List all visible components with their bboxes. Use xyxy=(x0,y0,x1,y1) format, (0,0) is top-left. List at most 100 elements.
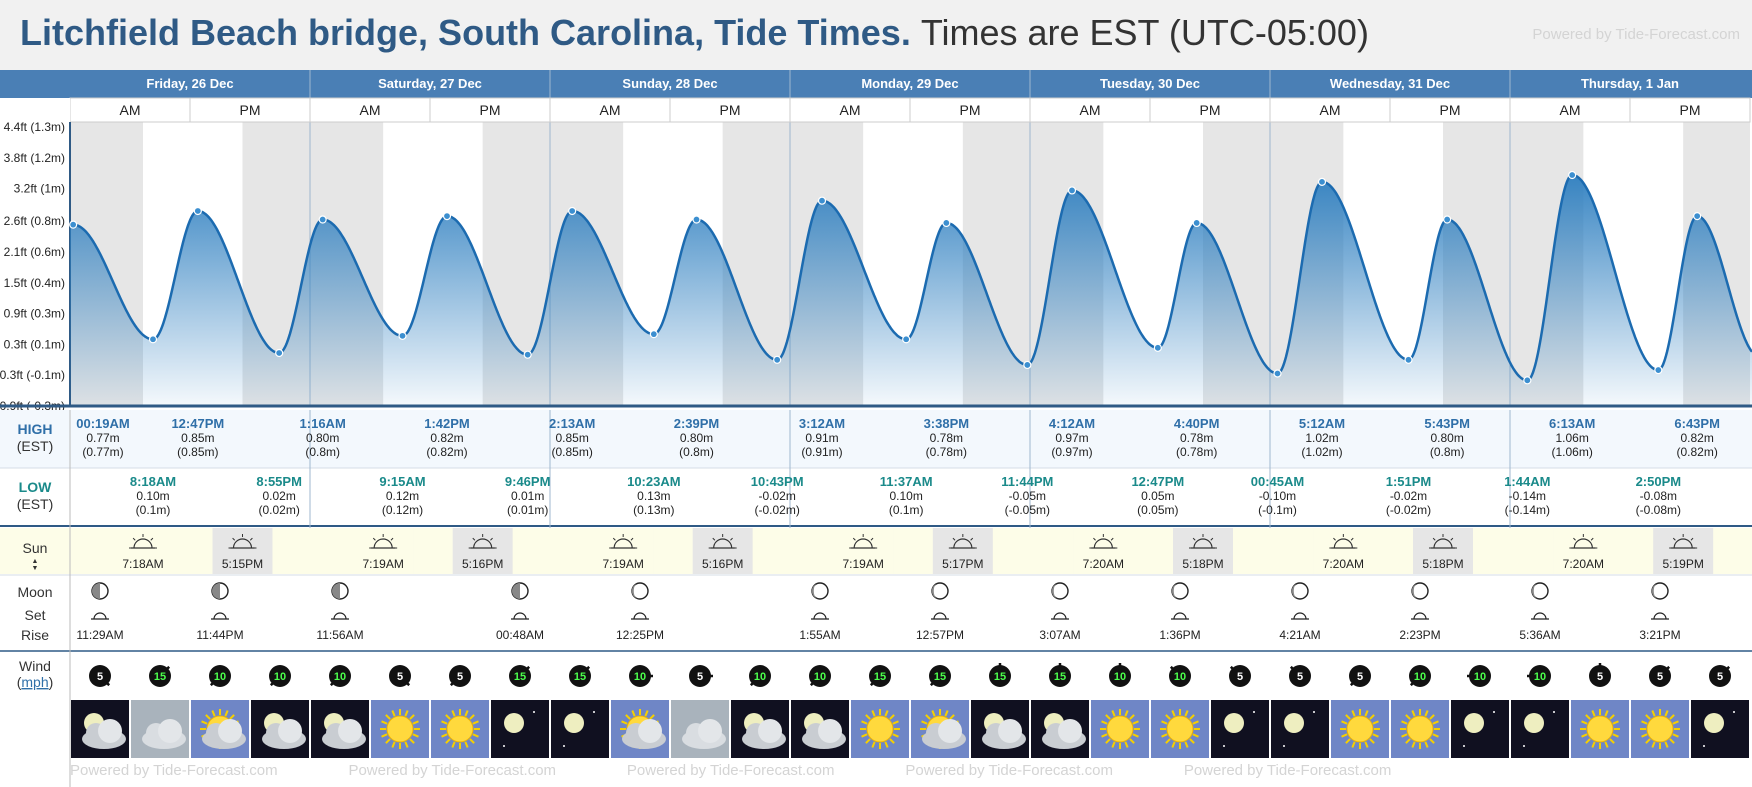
high-tide-time: 00:19AM xyxy=(76,416,129,431)
pm-label: PM xyxy=(1440,102,1461,118)
sun-icon xyxy=(1391,700,1449,758)
high-tide-height-alt: (0.82m) xyxy=(426,445,467,459)
low-tide-point xyxy=(1404,355,1413,364)
sunset-time: 5:16PM xyxy=(702,557,743,571)
day-header-label: Tuesday, 30 Dec xyxy=(1100,76,1200,91)
sunset-icon xyxy=(468,534,497,549)
pm-cell xyxy=(669,97,791,123)
high-tide-point xyxy=(1192,218,1201,228)
am-cell xyxy=(69,97,191,123)
wind-arrow-icon xyxy=(1169,665,1191,687)
cloudy-icon xyxy=(131,700,189,758)
high-tide-point xyxy=(193,206,202,216)
powered-by-watermark-bottom: Powered by Tide-Forecast.com Powered by … xyxy=(70,762,1392,779)
high-tide-height: 0.82m xyxy=(430,431,463,445)
title-bar: Litchfield Beach bridge, South Carolina,… xyxy=(0,0,1752,70)
y-tick-label: 0.3ft (0.1m) xyxy=(4,337,65,351)
wind-unit-link[interactable]: mph xyxy=(21,674,48,690)
high-tide-height: 0.91m xyxy=(805,431,838,445)
high-tide-time: 6:43PM xyxy=(1674,416,1720,431)
day-header-label: Thursday, 1 Jan xyxy=(1581,76,1679,91)
am-label: AM xyxy=(360,102,381,118)
low-tide-height: 0.13m xyxy=(637,489,670,503)
high-tide-point xyxy=(1317,177,1327,186)
low-tide-height-alt: (0.1m) xyxy=(889,503,924,517)
low-tide-time: 9:46PM xyxy=(505,474,551,489)
low-tide-time: 1:44AM xyxy=(1504,474,1550,489)
sort-down-icon: ▼ xyxy=(32,565,39,572)
low-tide-height: 0.12m xyxy=(386,489,419,503)
high-tide-height: 0.80m xyxy=(1430,431,1463,445)
wind-arrow-icon xyxy=(1467,665,1491,687)
y-tick-label: 4.4ft (1.3m) xyxy=(4,120,65,134)
wind-speed: 10 xyxy=(274,671,286,683)
low-tide-point xyxy=(1153,343,1162,352)
sun-icon xyxy=(1631,700,1689,758)
wind-arrow-icon xyxy=(1709,665,1731,687)
am-cell xyxy=(549,97,671,123)
wind-speed: 15 xyxy=(1054,671,1066,683)
moonset-icon xyxy=(811,612,829,620)
wind-speed: 15 xyxy=(574,671,586,683)
wind-arrow-icon xyxy=(629,665,653,687)
wind-arrow-icon xyxy=(149,665,171,687)
moon-phase-icon xyxy=(811,582,829,600)
y-tick-label: 1.5ft (0.4m) xyxy=(4,276,65,290)
high-tide-time: 4:12AM xyxy=(1049,416,1095,431)
low-tide-time: 2:50PM xyxy=(1636,474,1682,489)
low-tide-time: 11:44PM xyxy=(1001,474,1053,489)
wind-speed: 10 xyxy=(1474,671,1486,683)
moon-phase-icon xyxy=(1651,582,1669,600)
sunrise-time: 7:19AM xyxy=(602,557,643,571)
sunset-time: 5:19PM xyxy=(1662,557,1703,571)
wind-arrow-icon xyxy=(269,665,291,687)
high-tide-height-alt: (0.91m) xyxy=(801,445,842,459)
y-axis-panel xyxy=(0,122,70,406)
wind-arrow-icon xyxy=(1649,665,1671,687)
low-row-bg xyxy=(0,468,1752,526)
low-tide-time: 00:45AM xyxy=(1251,474,1304,489)
low-tide-height: 0.05m xyxy=(1141,489,1174,503)
y-tick-label: 2.6ft (0.8m) xyxy=(4,214,65,228)
moon-set-time: 4:21AM xyxy=(1279,628,1320,642)
high-tide-time: 3:38PM xyxy=(924,416,970,431)
wind-arrow-icon xyxy=(1109,663,1131,687)
high-tide-point xyxy=(692,215,701,224)
low-tide-height: -0.08m xyxy=(1640,489,1677,503)
sunset-icon xyxy=(228,534,257,549)
wind-arrow-icon xyxy=(749,665,771,687)
pm-cell xyxy=(1629,97,1751,123)
cloud-moon-icon xyxy=(71,700,129,758)
day-header-label: Friday, 26 Dec xyxy=(146,76,233,91)
tide-line xyxy=(69,173,1752,382)
high-tide-height: 0.78m xyxy=(1180,431,1213,445)
sun-icon xyxy=(1151,700,1209,758)
moon-phase-icon xyxy=(631,582,649,600)
low-tide-time: 9:15AM xyxy=(379,474,425,489)
low-tide-height-alt: (-0.08m) xyxy=(1636,503,1681,517)
wind-speed: 15 xyxy=(934,671,946,683)
day-header-label: Wednesday, 31 Dec xyxy=(1330,76,1450,91)
wind-arrow-icon xyxy=(89,665,111,687)
high-tide-point xyxy=(817,196,827,205)
high-row-bg xyxy=(0,410,1752,468)
pm-label: PM xyxy=(720,102,741,118)
pm-cell xyxy=(189,97,311,123)
sort-up-icon: ▲ xyxy=(32,558,39,565)
moon-icon xyxy=(1451,700,1509,758)
cloud-moon-icon xyxy=(1031,700,1089,758)
low-tide-height-alt: (-0.1m) xyxy=(1258,503,1297,517)
day-header-bar xyxy=(0,70,1752,98)
low-tide-height-alt: (0.01m) xyxy=(507,503,548,517)
wind-arrow-icon xyxy=(509,665,531,687)
y-tick-label: 2.1ft (0.6m) xyxy=(4,245,65,259)
moonset-icon xyxy=(511,612,529,620)
low-tide-height-alt: (-0.14m) xyxy=(1505,503,1550,517)
wind-speed: 15 xyxy=(514,671,526,683)
wind-speed: 10 xyxy=(214,671,226,683)
sunset-icon xyxy=(1429,534,1457,549)
low-tide-point xyxy=(1023,360,1032,370)
cloud-moon-icon xyxy=(311,700,369,758)
moon-rise-label: Rise xyxy=(21,627,49,643)
low-tide-point xyxy=(275,348,284,358)
